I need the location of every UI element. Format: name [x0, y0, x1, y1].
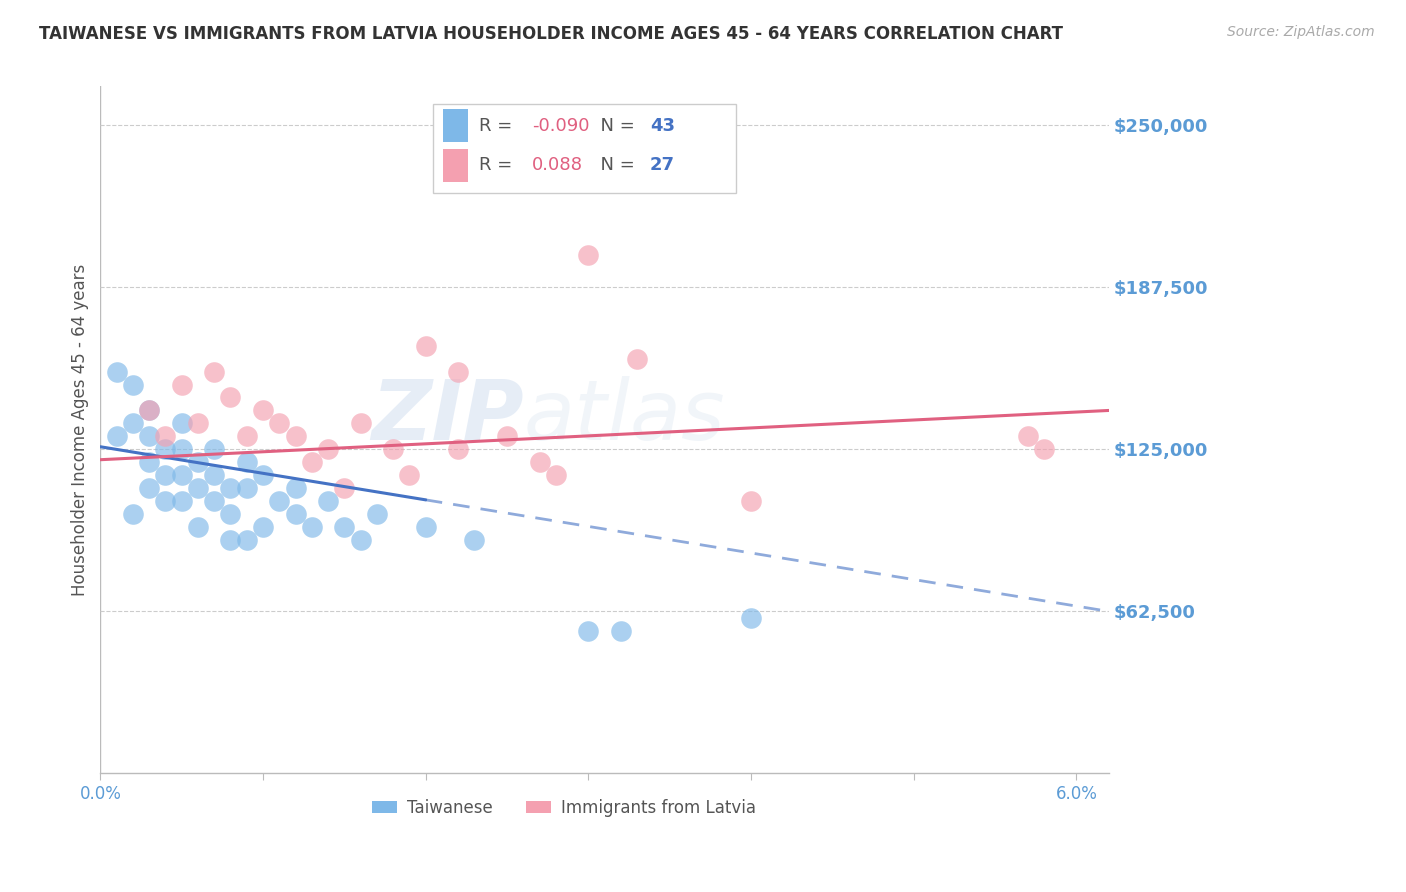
Point — [138, 429, 160, 443]
Point — [269, 494, 291, 508]
Point — [105, 429, 128, 443]
Point — [219, 481, 242, 495]
Point — [122, 377, 145, 392]
Point — [202, 468, 225, 483]
Point — [187, 520, 209, 534]
Point — [529, 455, 551, 469]
Point — [610, 624, 633, 638]
Point — [333, 520, 356, 534]
Point — [284, 507, 307, 521]
FancyBboxPatch shape — [433, 103, 735, 193]
Point — [138, 481, 160, 495]
Text: ZIP: ZIP — [371, 376, 524, 457]
Legend: Taiwanese, Immigrants from Latvia: Taiwanese, Immigrants from Latvia — [366, 792, 763, 823]
Point — [301, 520, 323, 534]
Point — [235, 429, 257, 443]
Point — [447, 365, 470, 379]
Point — [496, 429, 519, 443]
Text: 27: 27 — [650, 156, 675, 174]
Text: 43: 43 — [650, 117, 675, 135]
Point — [138, 455, 160, 469]
Point — [576, 624, 599, 638]
Point — [252, 403, 274, 417]
FancyBboxPatch shape — [443, 149, 468, 182]
Point — [349, 533, 371, 547]
Point — [219, 507, 242, 521]
Text: -0.090: -0.090 — [531, 117, 589, 135]
Text: R =: R = — [478, 117, 517, 135]
Point — [1032, 442, 1054, 457]
Point — [170, 377, 193, 392]
Text: N =: N = — [589, 156, 641, 174]
Point — [382, 442, 405, 457]
Point — [316, 442, 339, 457]
Point — [187, 455, 209, 469]
Y-axis label: Householder Income Ages 45 - 64 years: Householder Income Ages 45 - 64 years — [72, 264, 89, 596]
Point — [170, 494, 193, 508]
Point — [202, 442, 225, 457]
Point — [187, 481, 209, 495]
Point — [740, 494, 762, 508]
Text: N =: N = — [589, 117, 641, 135]
Text: Source: ZipAtlas.com: Source: ZipAtlas.com — [1227, 25, 1375, 39]
Point — [269, 417, 291, 431]
Point — [626, 351, 648, 366]
Point — [415, 520, 437, 534]
Point — [187, 417, 209, 431]
Point — [202, 494, 225, 508]
Text: TAIWANESE VS IMMIGRANTS FROM LATVIA HOUSEHOLDER INCOME AGES 45 - 64 YEARS CORREL: TAIWANESE VS IMMIGRANTS FROM LATVIA HOUS… — [39, 25, 1063, 43]
FancyBboxPatch shape — [443, 109, 468, 142]
Point — [105, 365, 128, 379]
Point — [252, 468, 274, 483]
Point — [155, 468, 177, 483]
Point — [235, 533, 257, 547]
Point — [170, 442, 193, 457]
Point — [138, 403, 160, 417]
Point — [333, 481, 356, 495]
Point — [138, 403, 160, 417]
Point — [316, 494, 339, 508]
Point — [447, 442, 470, 457]
Point — [219, 533, 242, 547]
Point — [284, 481, 307, 495]
Point — [155, 494, 177, 508]
Point — [1017, 429, 1039, 443]
Point — [398, 468, 420, 483]
Point — [284, 429, 307, 443]
Point — [122, 417, 145, 431]
Point — [252, 520, 274, 534]
Point — [415, 338, 437, 352]
Point — [122, 507, 145, 521]
Point — [170, 417, 193, 431]
Point — [740, 611, 762, 625]
Point — [202, 365, 225, 379]
Point — [463, 533, 485, 547]
Point — [544, 468, 567, 483]
Point — [155, 442, 177, 457]
Text: 0.088: 0.088 — [531, 156, 583, 174]
Point — [219, 391, 242, 405]
Text: atlas: atlas — [524, 376, 725, 457]
Point — [301, 455, 323, 469]
Point — [155, 429, 177, 443]
Point — [349, 417, 371, 431]
Point — [235, 481, 257, 495]
Point — [366, 507, 388, 521]
Point — [170, 468, 193, 483]
Point — [235, 455, 257, 469]
Text: R =: R = — [478, 156, 523, 174]
Point — [576, 248, 599, 262]
